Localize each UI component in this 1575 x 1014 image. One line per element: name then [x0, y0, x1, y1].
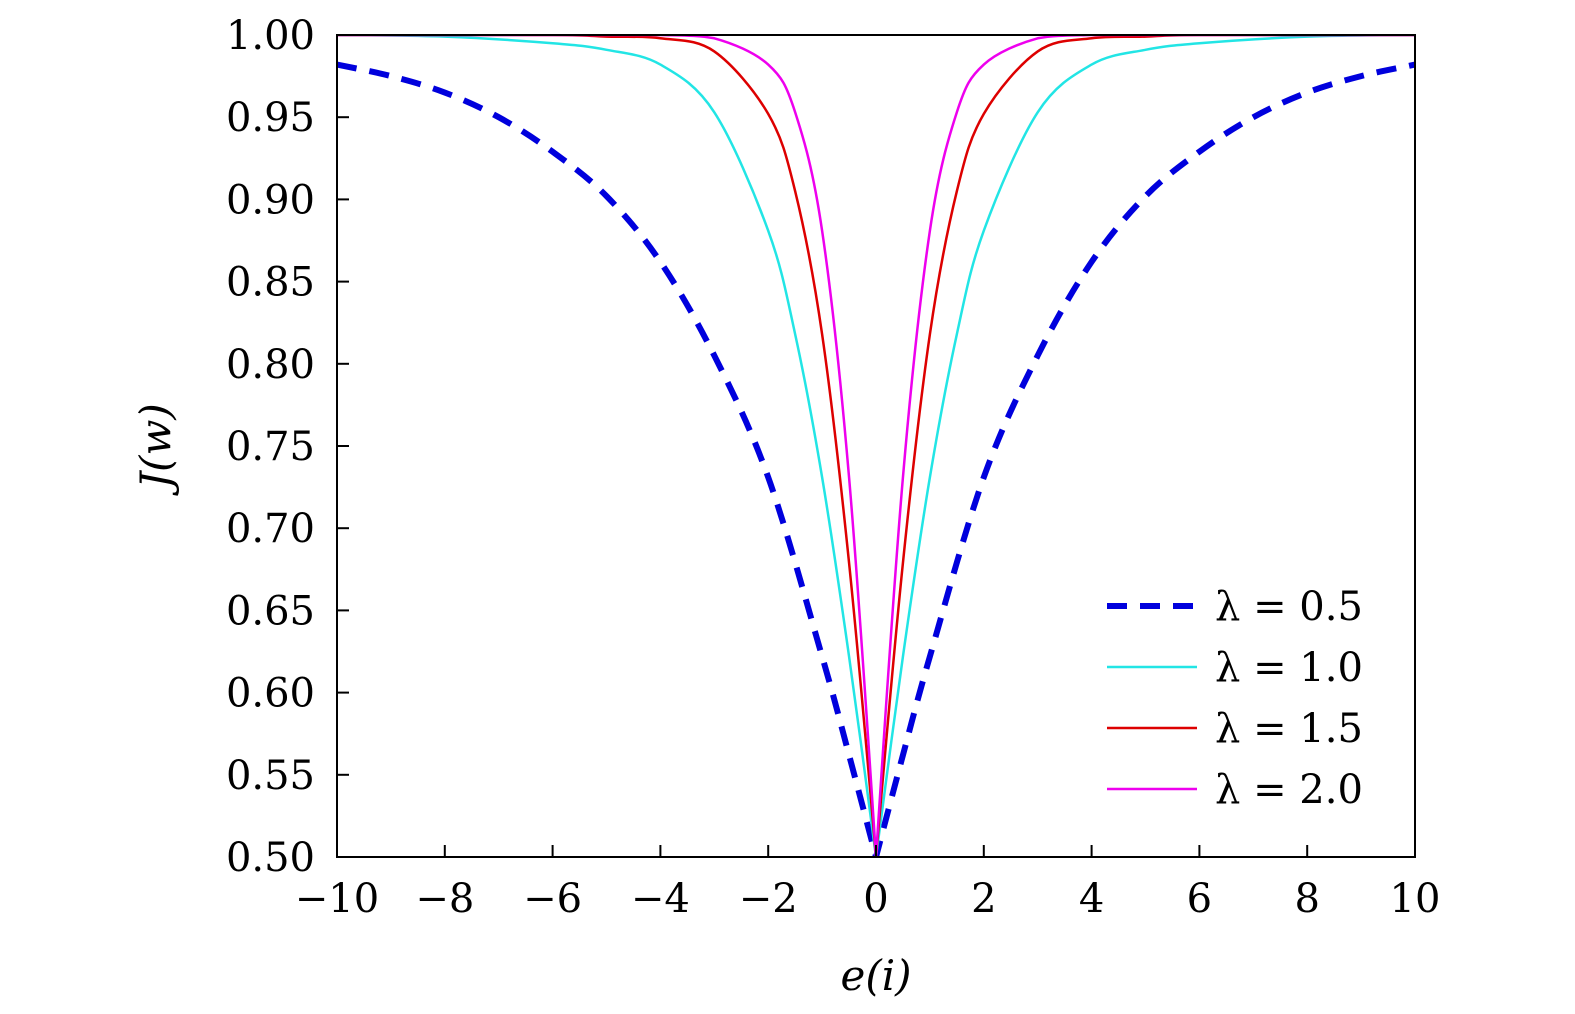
legend-label-2: λ = 1.0: [1215, 645, 1363, 691]
y-tick-label: 0.50: [226, 835, 315, 881]
plot-area: [337, 35, 1415, 857]
legend-label-1: λ = 0.5: [1215, 584, 1363, 630]
series-line-2: [337, 35, 1415, 857]
y-tick-label: 0.55: [226, 753, 315, 799]
x-tick-label: 0: [863, 876, 888, 922]
x-tick-label: −4: [631, 876, 690, 922]
y-tick-label: 0.60: [226, 671, 315, 717]
y-tick-label: 0.85: [226, 260, 315, 306]
y-axis-label: J(w): [131, 403, 180, 497]
series-line-4: [337, 35, 1415, 857]
x-tick-label: −10: [295, 876, 379, 922]
x-tick-label: −6: [523, 876, 582, 922]
y-tick-label: 0.80: [226, 342, 315, 388]
y-tick-label: 0.70: [226, 506, 315, 552]
series-line-3: [337, 35, 1415, 857]
x-tick-label: 6: [1187, 876, 1212, 922]
y-tick-label: 1.00: [226, 13, 315, 59]
legend: λ = 0.5 λ = 1.0 λ = 1.5 λ = 2.0: [1107, 584, 1363, 813]
y-tick-label: 0.75: [226, 424, 315, 470]
x-tick-label: −8: [415, 876, 474, 922]
y-tick-label: 0.90: [226, 177, 315, 223]
x-tick-label: 2: [971, 876, 996, 922]
x-tick-label: −2: [739, 876, 798, 922]
x-tick-label: 10: [1390, 876, 1441, 922]
series-line-1: [337, 61, 1415, 857]
tick-layer: −10 −8 −6 −4 −2 0 2 4 6 8 10 0.50 0.55 0.60 0.65 0.70 0.…: [226, 13, 1441, 922]
x-tick-label: 4: [1079, 876, 1104, 922]
x-axis-label: e(i): [840, 951, 911, 1000]
series-layer: [337, 35, 1415, 857]
legend-label-3: λ = 1.5: [1215, 706, 1363, 752]
x-tick-label: 8: [1294, 876, 1319, 922]
y-tick-label: 0.65: [226, 588, 315, 634]
legend-label-4: λ = 2.0: [1215, 767, 1363, 813]
y-tick-label: 0.95: [226, 95, 315, 141]
